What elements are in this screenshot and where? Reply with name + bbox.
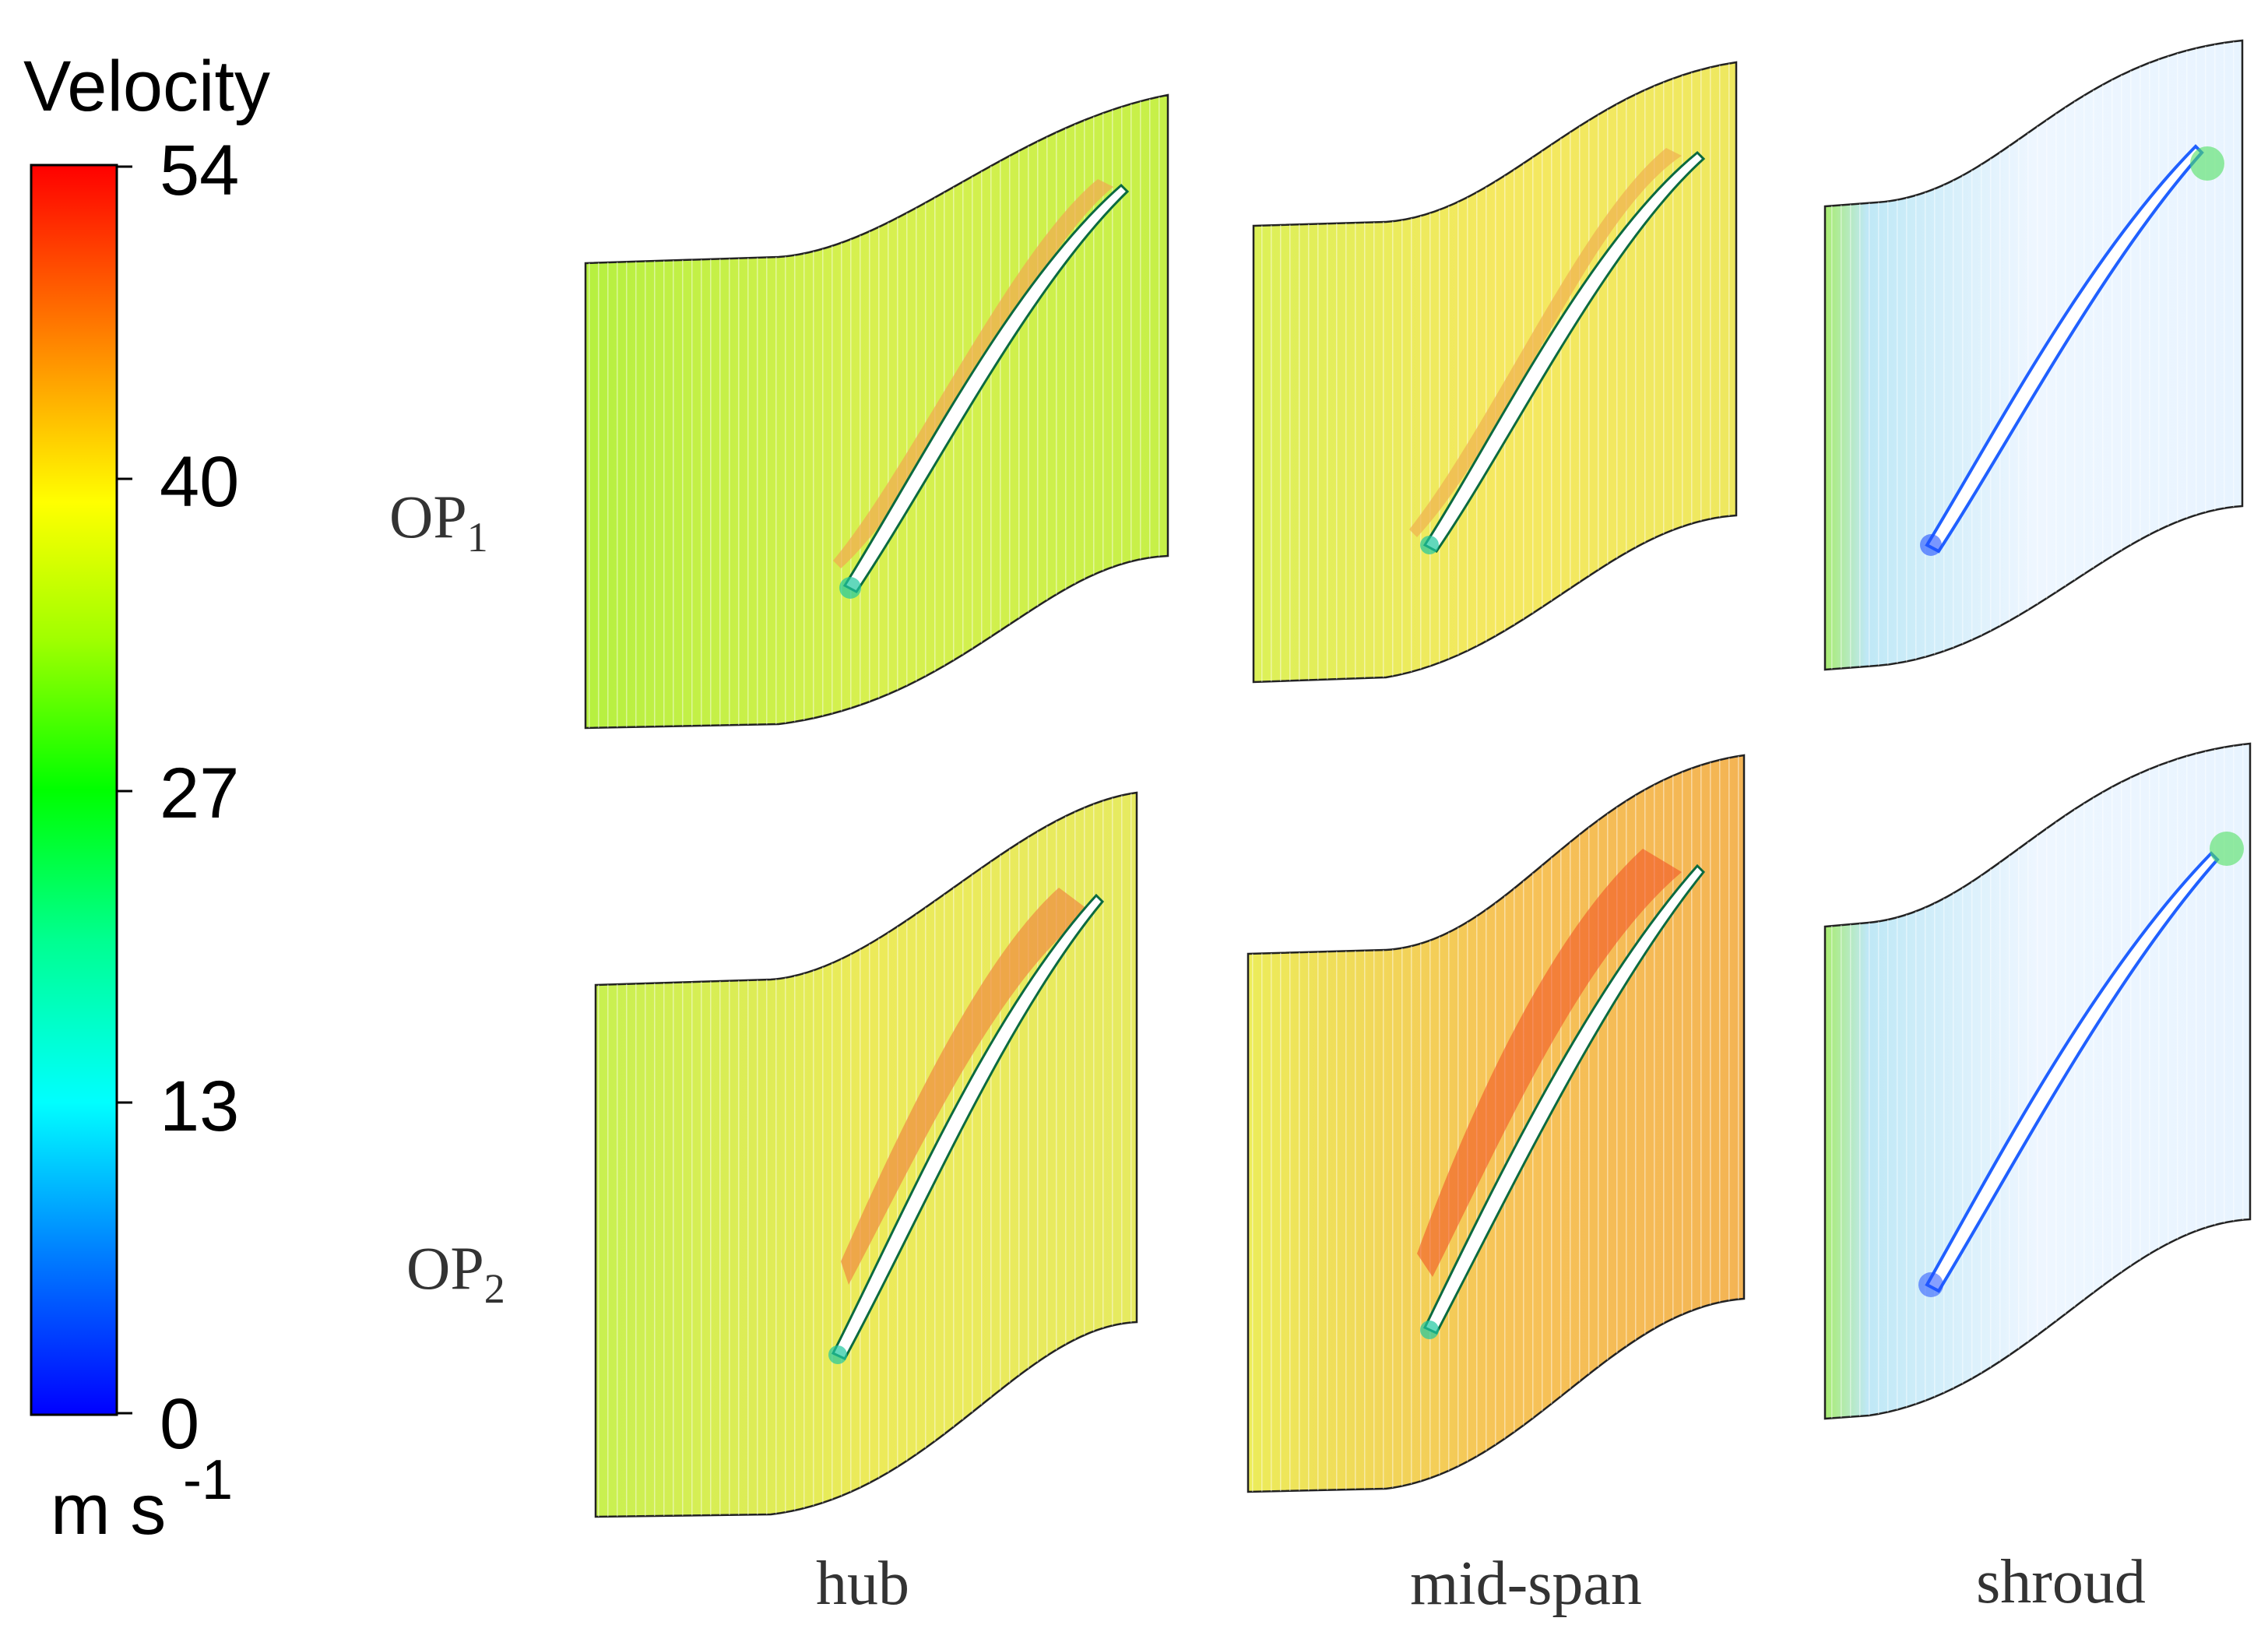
high-velocity-band (1417, 849, 1682, 1277)
row-label-op2-subscript: 2 (484, 1265, 505, 1312)
panel-op2-hub (594, 791, 1138, 1518)
blade (842, 183, 1130, 593)
colorbar-tick-label: 40 (160, 442, 239, 522)
colorbar-tick-label: 13 (160, 1067, 239, 1146)
panel-op1-shroud (1823, 39, 2244, 671)
blade (1422, 863, 1706, 1335)
svg-text:OP1: OP1 (389, 483, 488, 561)
blade (1422, 150, 1706, 553)
colorbar-unit: m s (51, 1470, 166, 1549)
column-label-shroud: shroud (1976, 1548, 2146, 1616)
panel-op1-mid-span (1252, 61, 1738, 684)
blade (831, 893, 1105, 1360)
row-label-op1: OP (389, 483, 467, 550)
column-label-mid-span: mid-span (1410, 1549, 1642, 1618)
panel-op1-hub (584, 93, 1169, 730)
high-velocity-band (841, 888, 1090, 1285)
panel-op2-mid-span (1247, 754, 1746, 1493)
row-label-op2: OP (406, 1234, 484, 1302)
row-label-op1-subscript: 1 (467, 514, 488, 561)
panel-op2-shroud (1823, 742, 2252, 1420)
column-label-hub: hub (816, 1549, 909, 1618)
column-labels: hub mid-span shroud (816, 1548, 2146, 1618)
row-labels: OP1 OP2 (389, 483, 505, 1312)
colorbar-tick-label: 54 (160, 131, 239, 210)
colorbar-gradient (30, 164, 118, 1416)
colorbar-title: Velocity (23, 47, 270, 126)
colorbar-tick-label: 27 (160, 754, 239, 833)
colorbar-tick-label: 0 (160, 1384, 199, 1464)
colorbar: Velocity 54 40 27 13 0 m s -1 (23, 47, 270, 1549)
colorbar-unit-exponent: -1 (183, 1449, 233, 1511)
svg-text:OP2: OP2 (406, 1234, 505, 1312)
